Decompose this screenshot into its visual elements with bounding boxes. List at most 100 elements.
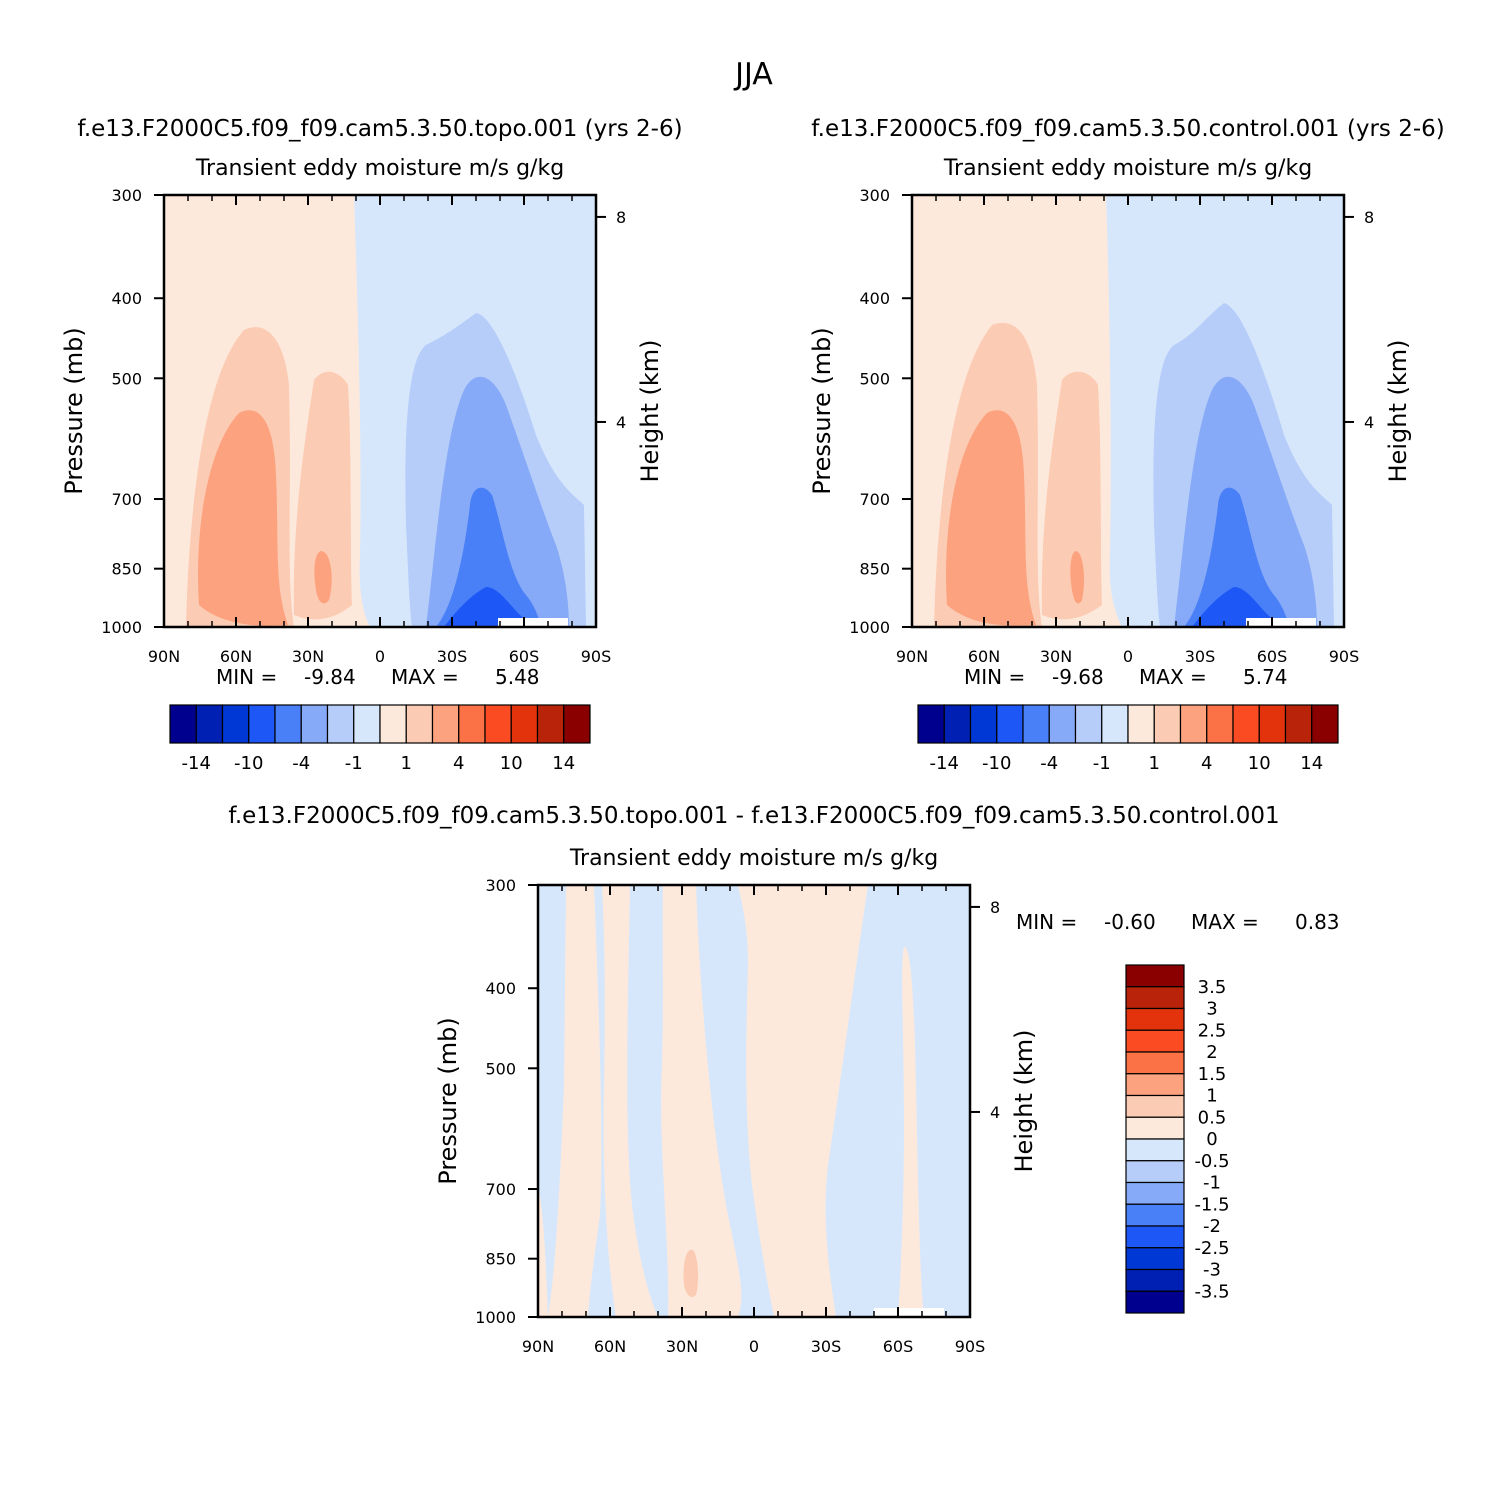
plot-area xyxy=(164,195,596,627)
figure-title: JJA xyxy=(733,57,773,92)
colorbar-swatch xyxy=(1125,1290,1185,1314)
colorbar-label: 0 xyxy=(1206,1129,1217,1150)
y-tick-label: 300 xyxy=(485,876,516,895)
plot-area xyxy=(912,195,1344,627)
y-tick-label: 300 xyxy=(859,186,890,205)
colorbar-label: 2 xyxy=(1206,1042,1217,1063)
x-tick-label: 60N xyxy=(594,1337,626,1356)
y-tick-label: 400 xyxy=(111,289,142,308)
y-tick-label: 400 xyxy=(859,289,890,308)
y-tick-label: 500 xyxy=(485,1059,516,1078)
stats-difference: MIN = -0.60 MAX = 0.83 xyxy=(1016,910,1340,934)
y-axis-label: Pressure (mb) xyxy=(434,1017,462,1184)
max-value: 0.83 xyxy=(1295,910,1340,934)
x-tick-label: 90N xyxy=(522,1337,554,1356)
height-axis-label: Height (km) xyxy=(636,340,664,483)
colorbar-label: 14 xyxy=(1300,753,1323,774)
colorbar-label: 1.5 xyxy=(1198,1064,1227,1085)
max-label: MAX = xyxy=(1139,665,1207,689)
y-tick-label: 850 xyxy=(485,1250,516,1269)
colorbar-label: 4 xyxy=(453,753,464,774)
colorbar-label: 2.5 xyxy=(1198,1020,1227,1041)
colorbar-label: 1 xyxy=(1149,753,1160,774)
colorbar-swatch xyxy=(274,704,302,744)
panel-difference: f.e13.F2000C5.f09_f09.cam5.3.50.topo.001… xyxy=(228,803,1279,1356)
y-tick-label: 700 xyxy=(111,490,142,509)
colorbar-swatch xyxy=(943,704,972,744)
min-value: -9.68 xyxy=(1052,665,1104,689)
max-label: MAX = xyxy=(1191,910,1259,934)
colorbar-swatch xyxy=(1074,704,1103,744)
plot-area xyxy=(538,885,970,1317)
x-tick-label: 90S xyxy=(955,1337,986,1356)
colorbar-swatch xyxy=(1125,1247,1185,1271)
y-tick-label: 700 xyxy=(485,1180,516,1199)
colorbar-swatch xyxy=(248,704,276,744)
positive-stripe xyxy=(738,885,868,1317)
colorbar-swatch xyxy=(1206,704,1234,744)
colorbar-swatch xyxy=(326,704,355,744)
colorbar-label: 4 xyxy=(1201,753,1212,774)
contour-band-2 xyxy=(946,410,1036,626)
colorbar-swatch xyxy=(1125,986,1185,1010)
colorbar-swatch xyxy=(169,704,197,744)
colorbar-difference: 3.532.521.510.50-0.5-1-1.5-2-2.5-3-3.5 xyxy=(1125,964,1230,1314)
y-tick-label: 300 xyxy=(111,186,142,205)
missing-data xyxy=(1246,618,1316,627)
y-tick-label: 700 xyxy=(859,490,890,509)
min-value: -0.60 xyxy=(1104,910,1156,934)
x-tick-label: 60S xyxy=(1257,647,1288,666)
x-tick-label: 30S xyxy=(811,1337,842,1356)
contour-band-1-east xyxy=(293,371,352,620)
colorbar-swatch xyxy=(510,704,539,744)
colorbar-swatch xyxy=(969,704,998,744)
missing-data xyxy=(498,618,568,627)
colorbar-swatch xyxy=(1284,704,1313,744)
colorbar-label: -0.5 xyxy=(1194,1151,1229,1172)
x-tick-label: 90N xyxy=(896,647,928,666)
colorbar-swatch xyxy=(431,704,460,744)
colorbar-swatch xyxy=(1125,1007,1185,1031)
colorbar-swatch xyxy=(1127,704,1155,744)
plot-title: Transient eddy moisture m/s g/kg xyxy=(195,156,564,181)
height-tick-label: 8 xyxy=(990,898,1000,917)
height-tick-label: 8 xyxy=(616,208,626,227)
x-tick-label: 30N xyxy=(1040,647,1072,666)
contour-band-1-east xyxy=(1041,371,1102,620)
y-tick-label: 400 xyxy=(485,979,516,998)
y-tick-label: 500 xyxy=(111,369,142,388)
y-axis-label: Pressure (mb) xyxy=(808,327,836,494)
x-tick-label: 60S xyxy=(883,1337,914,1356)
panel-subtitle: f.e13.F2000C5.f09_f09.cam5.3.50.topo.001… xyxy=(77,116,682,142)
x-tick-label: 30S xyxy=(437,647,468,666)
positive-stripe xyxy=(898,946,924,1317)
colorbar-swatch xyxy=(1125,1073,1185,1097)
height-tick-label: 4 xyxy=(990,1103,1000,1122)
stats-topo: MIN = -9.84 MAX = 5.48 xyxy=(216,665,540,689)
colorbar-label: -10 xyxy=(982,753,1011,774)
colorbar-swatch xyxy=(1125,1029,1185,1053)
x-tick-label: 30N xyxy=(666,1337,698,1356)
colorbar-swatch xyxy=(1258,704,1287,744)
max-label: MAX = xyxy=(391,665,459,689)
x-tick-label: 90S xyxy=(581,647,612,666)
contour-band-2-spot xyxy=(1070,551,1085,604)
y-axis-label: Pressure (mb) xyxy=(60,327,88,494)
contour-band-2-spot xyxy=(314,551,332,604)
panel-topo: f.e13.F2000C5.f09_f09.cam5.3.50.topo.001… xyxy=(60,116,683,666)
colorbar-swatch xyxy=(484,704,512,744)
y-tick-label: 500 xyxy=(859,369,890,388)
x-tick-label: 60N xyxy=(968,647,1000,666)
colorbar-swatch xyxy=(1125,1138,1185,1162)
colorbar-swatch xyxy=(917,704,945,744)
positive-stripe xyxy=(538,1185,548,1317)
y-tick-label: 850 xyxy=(111,560,142,579)
x-tick-label: 0 xyxy=(375,647,385,666)
plot-title: Transient eddy moisture m/s g/kg xyxy=(943,156,1312,181)
colorbar-swatch xyxy=(195,704,224,744)
colorbar-swatch xyxy=(536,704,565,744)
colorbar-swatch xyxy=(1101,704,1129,744)
x-tick-label: 90S xyxy=(1329,647,1360,666)
colorbar-swatch xyxy=(1125,1225,1185,1249)
